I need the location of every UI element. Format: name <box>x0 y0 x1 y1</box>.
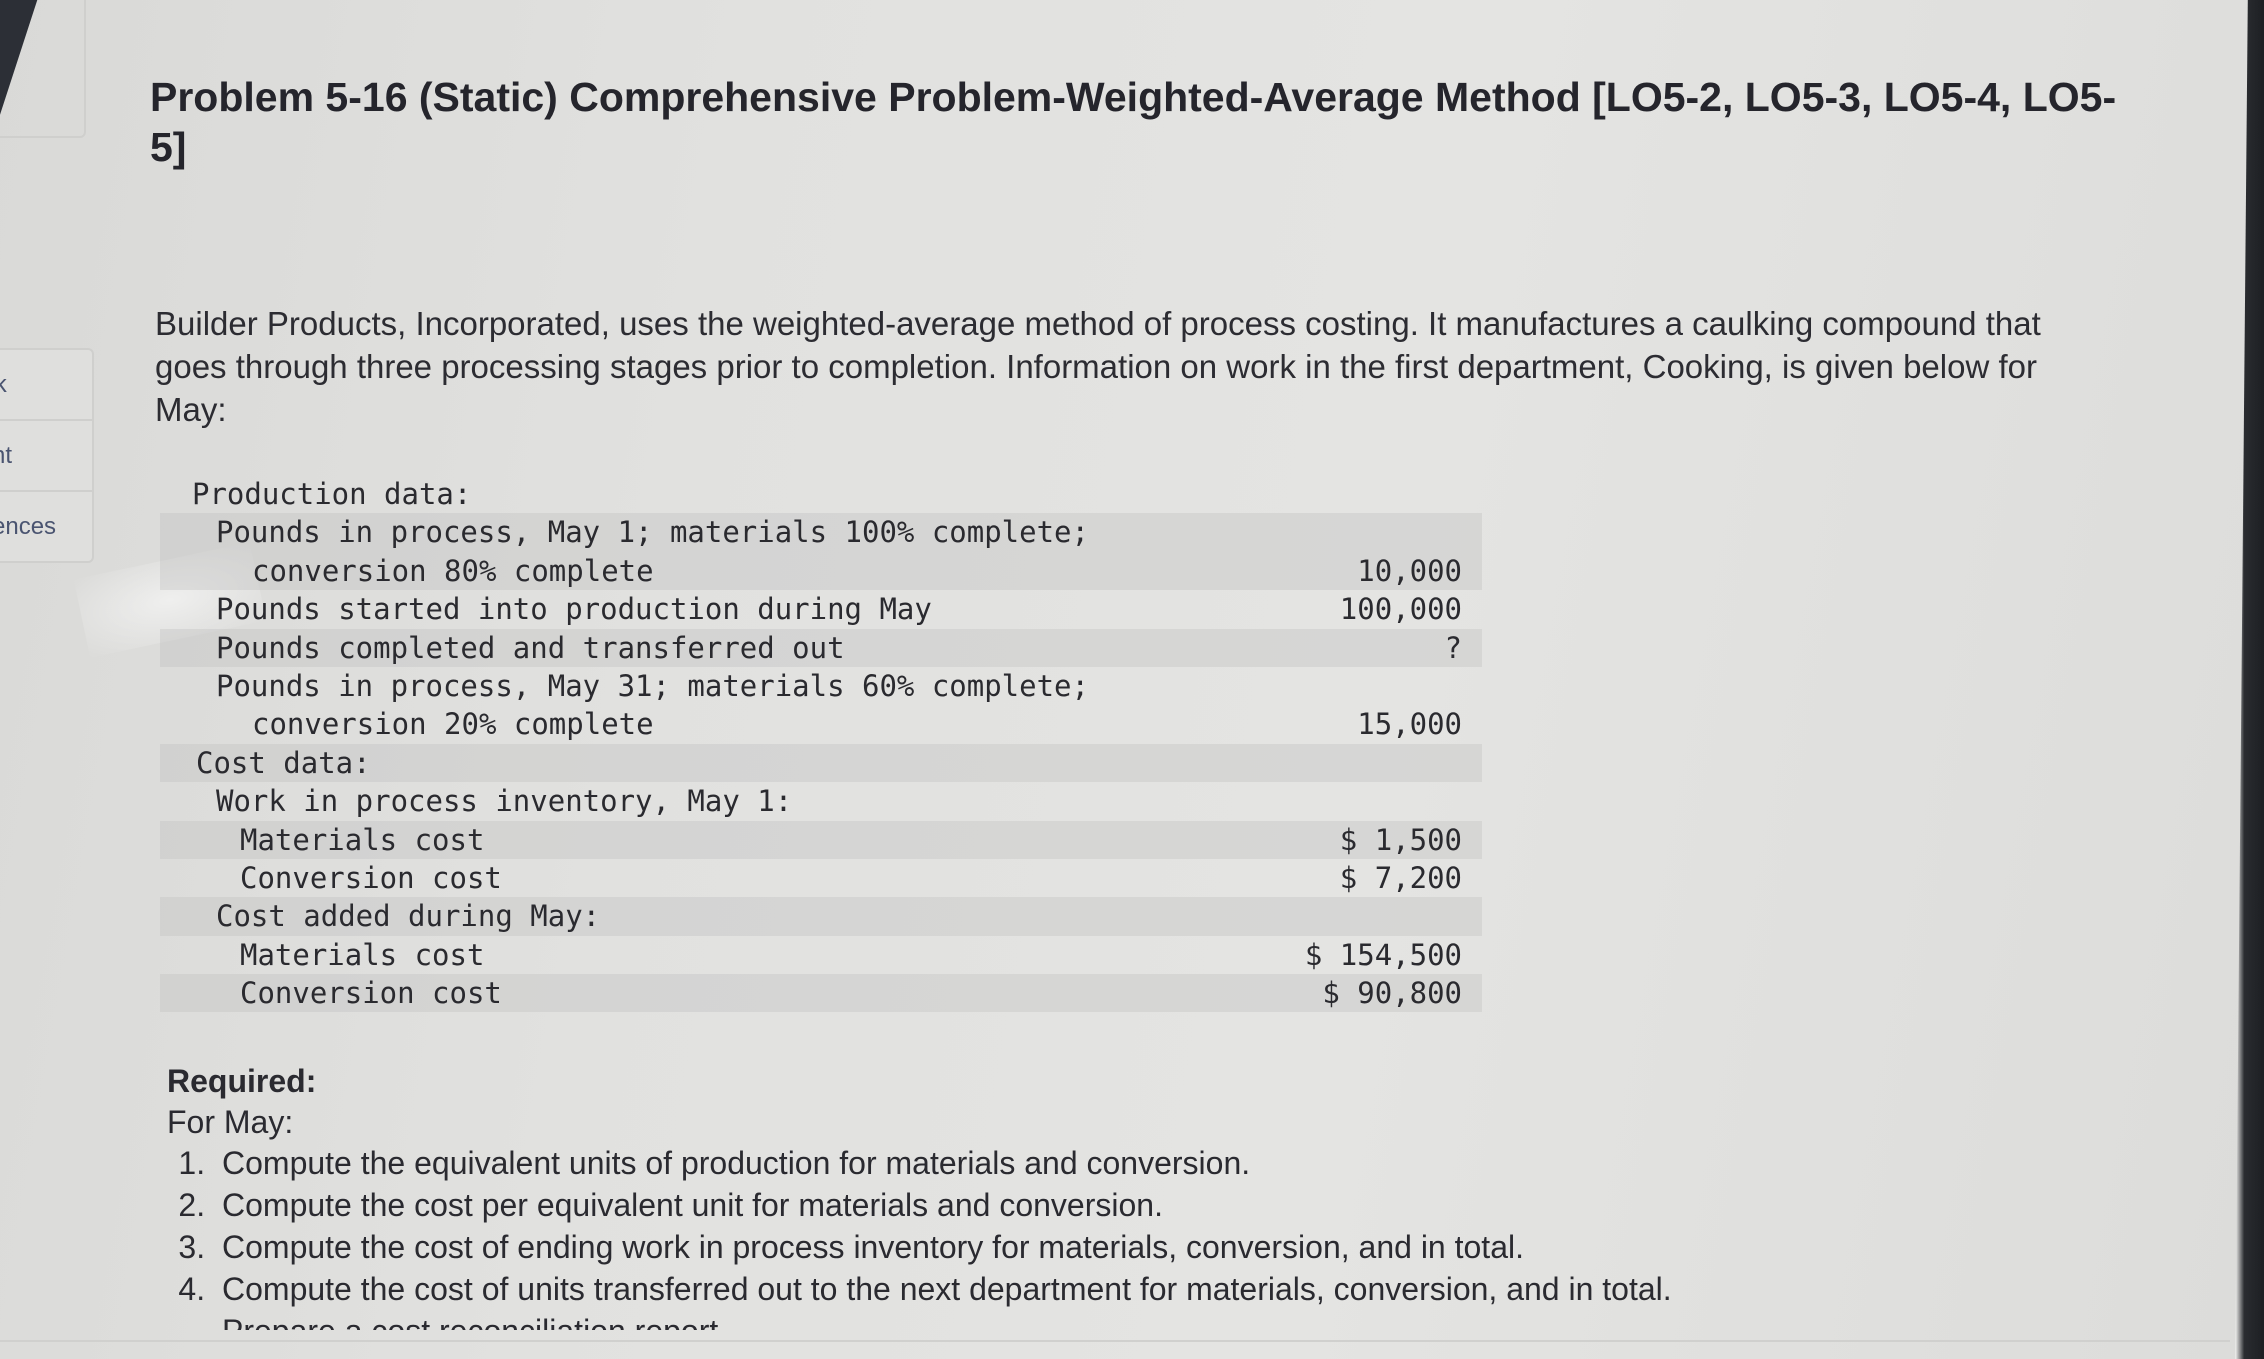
row-value: 100,000 <box>1339 592 1462 627</box>
row-value: 15,000 <box>1357 707 1462 742</box>
sidebar-item-label: ook <box>0 371 92 399</box>
problem-intro: Builder Products, Incorporated, uses the… <box>155 305 2041 428</box>
required-list: Compute the equivalent units of producti… <box>167 1142 2067 1330</box>
table-row: Conversion cost $ 90,800 <box>160 974 1482 1013</box>
row-value: $ 154,500 <box>1304 937 1462 972</box>
table-row: Pounds in process, May 1; materials 100%… <box>160 513 1482 552</box>
problem-title: Problem 5-16 (Static) Comprehensive Prob… <box>150 74 2117 170</box>
row-label: conversion 20% complete <box>252 707 654 742</box>
required-item: Compute the equivalent units of producti… <box>214 1142 2067 1184</box>
required-item: Compute the cost of ending work in proce… <box>214 1226 2067 1268</box>
row-label: Cost data: <box>196 745 371 780</box>
sidebar-item-print[interactable]: nt <box>0 421 92 492</box>
row-value <box>1462 744 1482 782</box>
row-value <box>1462 782 1482 820</box>
row-value <box>1462 897 1482 935</box>
row-label: Materials cost <box>240 937 485 972</box>
table-row: Pounds completed and transferred out ? <box>160 628 1482 667</box>
required-subheading: For May: <box>167 1104 294 1140</box>
row-value <box>1462 667 1482 705</box>
sidebar-top-panel <box>0 0 86 138</box>
sidebar-item-ebook[interactable]: ook <box>0 350 92 421</box>
row-label: conversion 80% complete <box>252 553 654 588</box>
sidebar: ook nt ences <box>0 348 94 563</box>
row-value: 10,000 <box>1357 553 1462 588</box>
required-heading: Required: <box>167 1063 317 1099</box>
row-label: Work in process inventory, May 1: <box>216 784 793 819</box>
row-value: $ 90,800 <box>1322 976 1462 1011</box>
sidebar-item-label: ences <box>0 512 57 540</box>
table-row: Materials cost $ 1,500 <box>160 820 1482 859</box>
required-item: Compute the cost per equivalent unit for… <box>214 1184 2067 1226</box>
row-value <box>1462 513 1482 551</box>
divider <box>0 1340 2230 1342</box>
table-row-section: Production data: <box>160 475 1482 513</box>
table-row: Pounds started into production during Ma… <box>160 590 1482 628</box>
row-value: ? <box>1444 630 1462 665</box>
row-value: $ 7,200 <box>1339 860 1462 895</box>
table-row: Conversion cost $ 7,200 <box>160 859 1482 897</box>
required-item: Compute the cost of units transferred ou… <box>214 1268 2067 1310</box>
row-label: Materials cost <box>240 822 485 857</box>
row-label: Pounds in process, May 1; materials 100%… <box>216 515 1089 550</box>
sidebar-item-label: nt <box>0 441 13 469</box>
table-row-section: Cost data: <box>160 743 1482 783</box>
data-table: Production data: Pounds in process, May … <box>160 475 1482 1013</box>
sidebar-item-references[interactable]: ences <box>0 492 92 561</box>
row-label: Conversion cost <box>240 860 502 895</box>
table-row: Work in process inventory, May 1: <box>160 782 1482 820</box>
row-label: Conversion cost <box>240 976 502 1011</box>
required-item: Prepare a cost reconciliation report. <box>214 1310 2067 1330</box>
row-value <box>1462 475 1482 513</box>
row-label: Production data: <box>192 477 472 511</box>
row-label: Pounds started into production during Ma… <box>216 592 932 627</box>
row-label: Pounds completed and transferred out <box>216 630 845 665</box>
table-row: conversion 20% complete 15,000 <box>160 705 1482 743</box>
table-row: conversion 80% complete 10,000 <box>160 551 1482 591</box>
row-value: $ 1,500 <box>1339 822 1462 857</box>
table-row: Pounds in process, May 31; materials 60%… <box>160 667 1482 705</box>
row-label: Pounds in process, May 31; materials 60%… <box>216 668 1089 703</box>
table-row: Cost added during May: <box>160 897 1482 936</box>
device-bezel-right <box>2235 0 2264 1359</box>
required-section: Required: For May: Compute the equivalen… <box>167 1060 2067 1330</box>
table-row: Materials cost $ 154,500 <box>160 936 1482 974</box>
row-label: Cost added during May: <box>216 899 601 934</box>
